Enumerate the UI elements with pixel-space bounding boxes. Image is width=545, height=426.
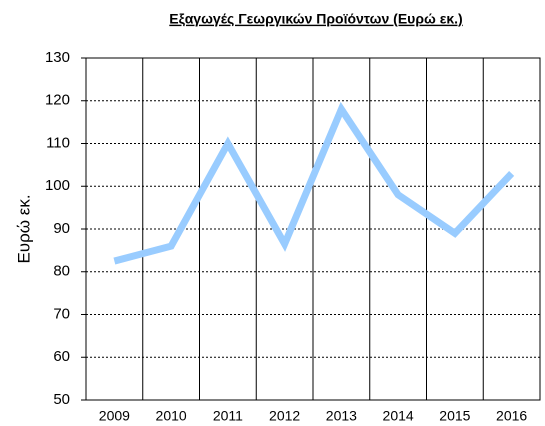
x-tick-label: 2009	[99, 408, 130, 424]
y-tick-label: 120	[45, 92, 70, 109]
y-tick-label: 110	[46, 134, 70, 151]
x-tick-label: 2015	[439, 408, 470, 424]
line	[113, 101, 515, 265]
x-tick-label: 2011	[213, 408, 243, 424]
y-tick-label: 100	[45, 177, 70, 194]
y-tick-label: 60	[53, 348, 70, 365]
x-tick-label: 2014	[383, 408, 414, 424]
y-tick-label: 130	[45, 49, 70, 66]
y-tick-label: 80	[53, 263, 70, 280]
x-tick-label: 2012	[269, 408, 300, 424]
chart-title: Εξαγωγές Γεωργικών Προϊόντων (Ευρώ εκ.)	[169, 11, 462, 27]
y-tick-label: 50	[53, 391, 70, 408]
y-axis-label: Ευρώ εκ.	[14, 194, 33, 263]
x-tick-label: 2013	[326, 408, 357, 424]
plot-frame	[85, 57, 541, 401]
x-tick-label: 2010	[156, 408, 187, 424]
y-tick-label: 70	[53, 305, 70, 322]
y-tick-label: 90	[53, 220, 70, 237]
x-tick-label: 2016	[496, 408, 527, 424]
